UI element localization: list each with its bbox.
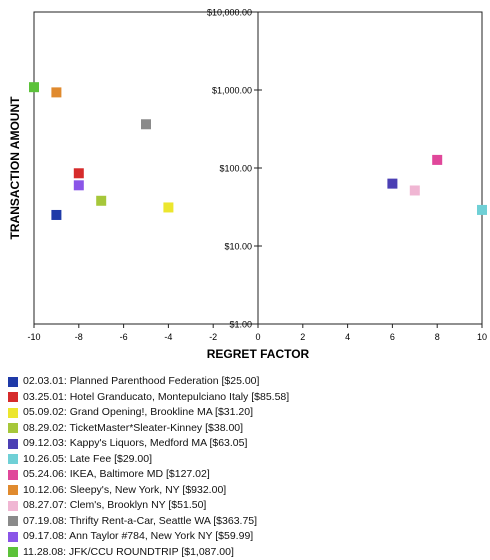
x-tick-label: -8 <box>75 332 83 342</box>
legend-swatch <box>8 532 18 542</box>
legend-item: 09.12.03: Kappy's Liquors, Medford MA [$… <box>8 436 289 452</box>
legend-label: 05.24.06: IKEA, Baltimore MD [$127.02] <box>23 467 210 483</box>
y-tick-label: $1,000.00 <box>212 86 252 96</box>
data-point <box>29 82 39 92</box>
legend-swatch <box>8 485 18 495</box>
legend-item: 03.25.01: Hotel Granducato, Montepulcian… <box>8 390 289 406</box>
x-tick-label: -6 <box>120 332 128 342</box>
legend-item: 10.12.06: Sleepy's, New York, NY [$932.0… <box>8 483 289 499</box>
legend-item: 05.09.02: Grand Opening!, Brookline MA [… <box>8 405 289 421</box>
data-point <box>96 196 106 206</box>
legend-label: 09.17.08: Ann Taylor #784, New York NY [… <box>23 529 253 545</box>
legend-item: 10.26.05: Late Fee [$29.00] <box>8 452 289 468</box>
legend-label: 08.27.07: Clem's, Brooklyn NY [$51.50] <box>23 498 206 514</box>
legend-item: 08.29.02: TicketMaster*Sleater-Kinney [$… <box>8 421 289 437</box>
y-axis-label: TRANSACTION AMOUNT <box>8 96 22 240</box>
legend-swatch <box>8 408 18 418</box>
legend-swatch <box>8 454 18 464</box>
scatter-chart: $10,000.00 $1,000.00 $100.00 $10.00 $1.00 -1… <box>0 0 490 370</box>
x-tick-labels: -10 -8 -6 -4 -2 0 2 4 6 8 10 <box>27 324 487 342</box>
legend-label: 09.12.03: Kappy's Liquors, Medford MA [$… <box>23 436 247 452</box>
legend-swatch <box>8 501 18 511</box>
legend-label: 03.25.01: Hotel Granducato, Montepulcian… <box>23 390 289 406</box>
legend-label: 05.09.02: Grand Opening!, Brookline MA [… <box>23 405 253 421</box>
data-point <box>74 168 84 178</box>
x-tick-label: 8 <box>435 332 440 342</box>
legend-swatch <box>8 392 18 402</box>
data-point <box>141 119 151 129</box>
x-tick-label: 0 <box>255 332 260 342</box>
legend-swatch <box>8 547 18 557</box>
x-tick-label: 10 <box>477 332 487 342</box>
data-point <box>387 179 397 189</box>
legend-label: 07.19.08: Thrifty Rent-a-Car, Seattle WA… <box>23 514 257 530</box>
legend: 02.03.01: Planned Parenthood Federation … <box>8 374 289 560</box>
x-tick-label: -2 <box>209 332 217 342</box>
legend-label: 10.26.05: Late Fee [$29.00] <box>23 452 152 468</box>
legend-item: 07.19.08: Thrifty Rent-a-Car, Seattle WA… <box>8 514 289 530</box>
y-tick-label: $10,000.00 <box>207 8 252 18</box>
data-point <box>74 180 84 190</box>
x-tick-label: -4 <box>164 332 172 342</box>
legend-item: 11.28.08: JFK/CCU ROUNDTRIP [$1,087.00] <box>8 545 289 560</box>
legend-swatch <box>8 439 18 449</box>
data-point <box>51 210 61 220</box>
data-point <box>163 202 173 212</box>
data-point <box>410 185 420 195</box>
y-tick-label: $1.00 <box>229 320 252 330</box>
x-tick-label: 6 <box>390 332 395 342</box>
legend-item: 05.24.06: IKEA, Baltimore MD [$127.02] <box>8 467 289 483</box>
legend-item: 09.17.08: Ann Taylor #784, New York NY [… <box>8 529 289 545</box>
y-tick-label: $10.00 <box>224 242 252 252</box>
legend-label: 11.28.08: JFK/CCU ROUNDTRIP [$1,087.00] <box>23 545 234 560</box>
legend-item: 02.03.01: Planned Parenthood Federation … <box>8 374 289 390</box>
y-tick-label: $100.00 <box>219 164 252 174</box>
legend-label: 10.12.06: Sleepy's, New York, NY [$932.0… <box>23 483 226 499</box>
legend-label: 02.03.01: Planned Parenthood Federation … <box>23 374 259 390</box>
x-tick-label: 4 <box>345 332 350 342</box>
x-tick-label: -10 <box>27 332 40 342</box>
x-axis-label: REGRET FACTOR <box>207 347 310 361</box>
legend-swatch <box>8 377 18 387</box>
data-point <box>51 87 61 97</box>
legend-swatch <box>8 470 18 480</box>
x-tick-label: 2 <box>300 332 305 342</box>
legend-item: 08.27.07: Clem's, Brooklyn NY [$51.50] <box>8 498 289 514</box>
data-point <box>432 155 442 165</box>
legend-label: 08.29.02: TicketMaster*Sleater-Kinney [$… <box>23 421 243 437</box>
data-point <box>477 205 487 215</box>
legend-swatch <box>8 423 18 433</box>
legend-swatch <box>8 516 18 526</box>
